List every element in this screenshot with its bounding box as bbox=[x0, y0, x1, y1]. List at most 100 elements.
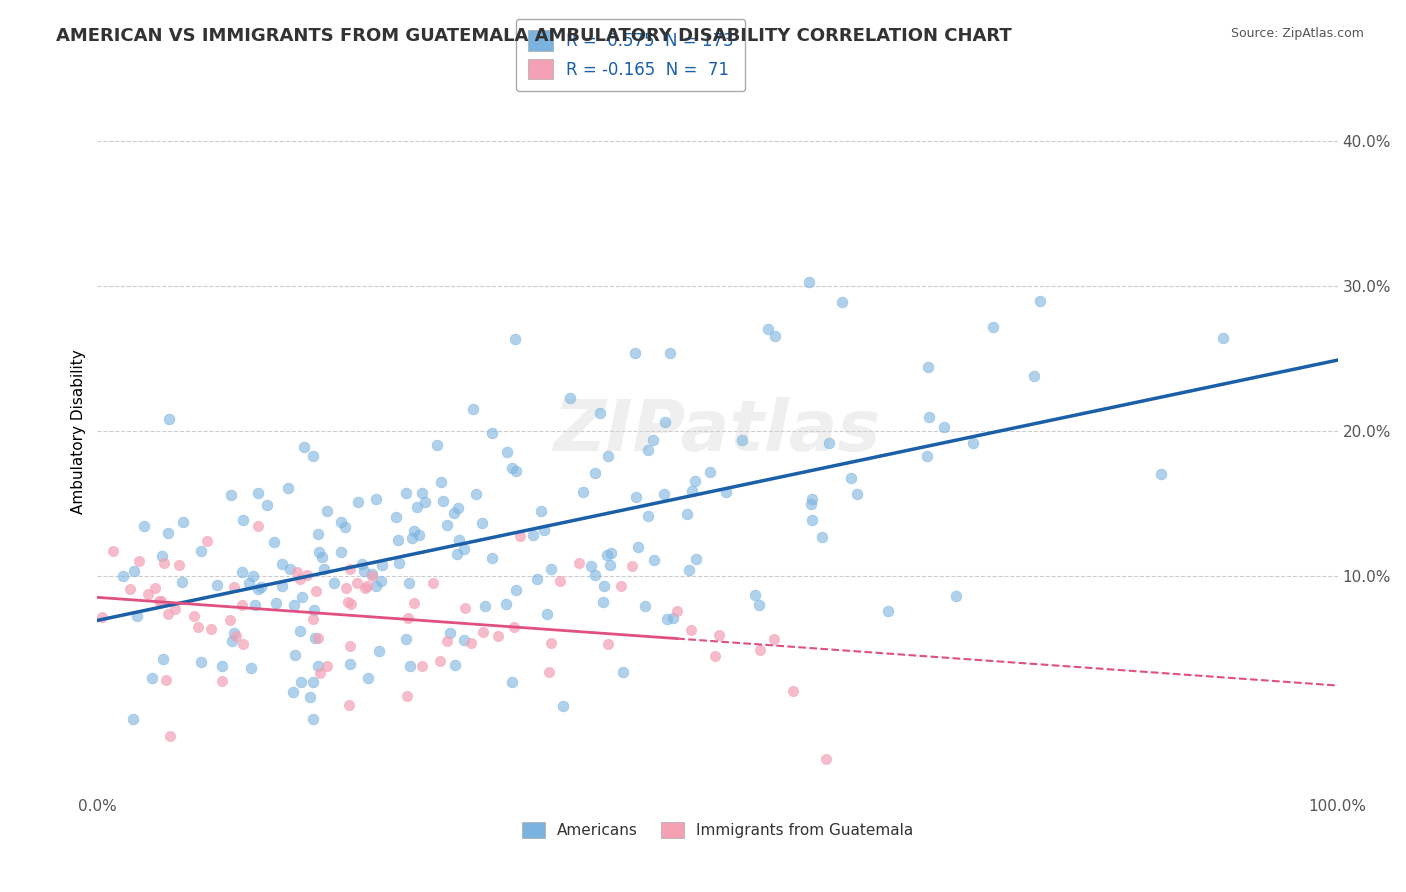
Point bbox=[218, 613, 240, 627]
Point bbox=[436, 518, 458, 533]
Point bbox=[624, 345, 647, 359]
Point bbox=[238, 575, 260, 590]
Point bbox=[330, 545, 353, 559]
Point bbox=[643, 553, 665, 567]
Point bbox=[339, 597, 361, 611]
Point bbox=[430, 475, 453, 490]
Point bbox=[247, 518, 270, 533]
Point bbox=[231, 598, 253, 612]
Point bbox=[571, 484, 593, 499]
Point bbox=[339, 657, 361, 671]
Point bbox=[446, 547, 468, 561]
Point bbox=[148, 594, 170, 608]
Point bbox=[481, 425, 503, 440]
Point bbox=[831, 295, 853, 310]
Point bbox=[962, 436, 984, 450]
Point bbox=[1022, 369, 1045, 384]
Point bbox=[801, 491, 824, 506]
Point bbox=[496, 445, 519, 459]
Point bbox=[172, 575, 194, 590]
Point bbox=[232, 637, 254, 651]
Point bbox=[814, 752, 837, 766]
Point bbox=[592, 595, 614, 609]
Point bbox=[335, 519, 357, 533]
Point bbox=[292, 440, 315, 454]
Point bbox=[621, 559, 644, 574]
Point bbox=[312, 562, 335, 576]
Point bbox=[316, 659, 339, 673]
Point bbox=[471, 516, 494, 530]
Point bbox=[583, 466, 606, 480]
Point bbox=[183, 609, 205, 624]
Point bbox=[685, 552, 707, 566]
Point bbox=[932, 419, 955, 434]
Point bbox=[309, 666, 332, 681]
Point bbox=[637, 442, 659, 457]
Point bbox=[222, 580, 245, 594]
Point bbox=[453, 633, 475, 648]
Point bbox=[353, 564, 375, 578]
Point bbox=[187, 620, 209, 634]
Point bbox=[558, 391, 581, 405]
Point bbox=[354, 581, 377, 595]
Point bbox=[641, 433, 664, 447]
Point bbox=[681, 623, 703, 637]
Point bbox=[411, 486, 433, 500]
Point bbox=[283, 684, 305, 698]
Point bbox=[195, 534, 218, 549]
Point bbox=[311, 549, 333, 564]
Point bbox=[302, 712, 325, 726]
Point bbox=[756, 322, 779, 336]
Point bbox=[581, 559, 603, 574]
Point bbox=[304, 631, 326, 645]
Point bbox=[763, 329, 786, 343]
Point bbox=[239, 661, 262, 675]
Point bbox=[634, 599, 657, 613]
Point bbox=[637, 509, 659, 524]
Point bbox=[122, 564, 145, 578]
Point bbox=[662, 611, 685, 625]
Point bbox=[361, 568, 384, 582]
Point bbox=[361, 567, 384, 582]
Point bbox=[263, 534, 285, 549]
Point bbox=[800, 497, 823, 511]
Point bbox=[302, 602, 325, 616]
Point bbox=[501, 675, 523, 690]
Point bbox=[454, 601, 477, 615]
Point bbox=[596, 449, 619, 463]
Point bbox=[460, 636, 482, 650]
Y-axis label: Ambulatory Disability: Ambulatory Disability bbox=[72, 349, 86, 514]
Point bbox=[839, 471, 862, 485]
Point bbox=[387, 533, 409, 547]
Point bbox=[143, 581, 166, 595]
Point bbox=[845, 487, 868, 501]
Point bbox=[917, 449, 939, 463]
Point bbox=[295, 567, 318, 582]
Point bbox=[509, 529, 531, 543]
Point bbox=[447, 533, 470, 547]
Point bbox=[624, 490, 647, 504]
Point bbox=[404, 524, 426, 538]
Point bbox=[307, 527, 329, 541]
Point bbox=[150, 549, 173, 563]
Point bbox=[474, 599, 496, 613]
Point bbox=[599, 558, 621, 572]
Point bbox=[307, 631, 329, 645]
Point bbox=[748, 598, 770, 612]
Point bbox=[536, 607, 558, 621]
Point bbox=[384, 510, 406, 524]
Point bbox=[370, 574, 392, 589]
Point bbox=[165, 602, 187, 616]
Point bbox=[219, 488, 242, 502]
Point bbox=[658, 345, 681, 359]
Point bbox=[127, 608, 149, 623]
Point bbox=[486, 629, 509, 643]
Point bbox=[797, 275, 820, 289]
Point bbox=[395, 632, 418, 646]
Point bbox=[762, 632, 785, 646]
Point bbox=[283, 598, 305, 612]
Point bbox=[136, 587, 159, 601]
Point bbox=[918, 409, 941, 424]
Point bbox=[439, 626, 461, 640]
Point bbox=[537, 665, 560, 679]
